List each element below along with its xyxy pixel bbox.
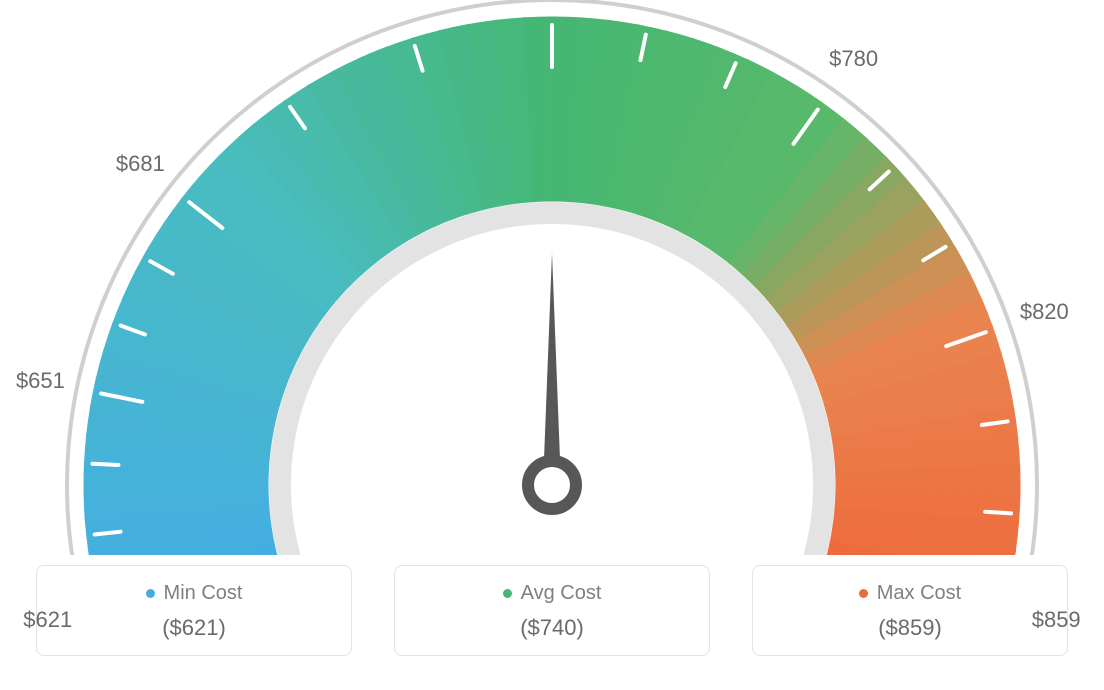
gauge-chart: $621$651$681$740$780$820$859	[0, 0, 1104, 555]
legend-card-min: Min Cost ($621)	[36, 565, 352, 656]
tick-minor	[985, 512, 1011, 514]
tick-minor	[95, 532, 121, 535]
gauge-tick-label: $651	[16, 368, 65, 394]
legend-title-max: Max Cost	[859, 582, 961, 605]
legend-title-min: Min Cost	[146, 582, 243, 605]
gauge-hub	[528, 461, 576, 509]
gauge-needle	[543, 253, 561, 485]
legend-card-avg: Avg Cost ($740)	[394, 565, 710, 656]
gauge-tick-label: $681	[116, 151, 165, 177]
tick-minor	[92, 464, 118, 465]
gauge-tick-label: $820	[1020, 299, 1069, 325]
gauge-tick-label: $780	[829, 46, 878, 72]
legend-value-max: ($859)	[761, 615, 1059, 641]
gauge-tick-label: $859	[1032, 607, 1081, 633]
legend-title-avg: Avg Cost	[503, 582, 602, 605]
legend-row: Min Cost ($621) Avg Cost ($740) Max Cost…	[0, 565, 1104, 656]
legend-card-max: Max Cost ($859)	[752, 565, 1068, 656]
legend-value-min: ($621)	[45, 615, 343, 641]
gauge-svg	[0, 0, 1104, 555]
legend-value-avg: ($740)	[403, 615, 701, 641]
gauge-tick-label: $621	[23, 607, 72, 633]
